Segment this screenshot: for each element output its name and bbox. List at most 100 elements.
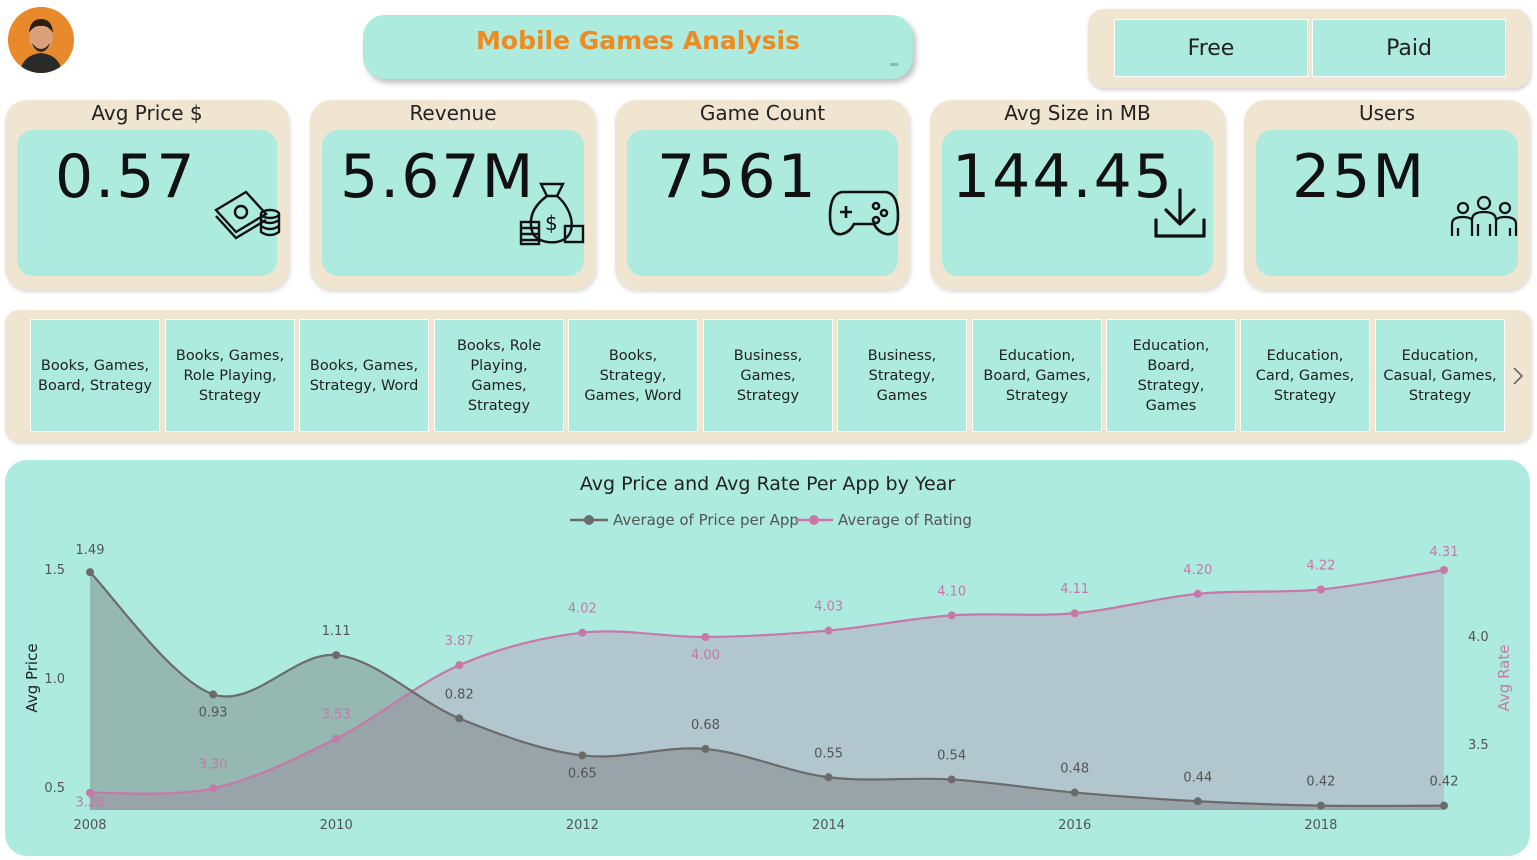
rating-point [332,734,341,743]
kpi-label: Game Count [699,101,826,125]
genre-chip[interactable]: Education, Card, Games, Strategy [1240,319,1370,432]
rating-point [86,788,94,797]
x-tick-label: 2010 [320,818,353,833]
genre-slicer: Books, Games, Board, Strategy Books, Gam… [5,310,1531,442]
y2-tick-label: 4.0 [1468,630,1489,645]
price-point [455,714,464,723]
kpi-value: 7561 [657,142,818,212]
genre-chip[interactable]: Education, Board, Games, Strategy [972,319,1102,432]
genre-chip[interactable]: Books, Strategy, Games, Word [568,319,698,432]
legend-rating-label: Average of Rating [838,511,972,529]
kpi-inner [17,130,277,276]
y2-tick-label: 3.5 [1468,738,1489,753]
rating-point [455,661,464,670]
price-data-label: 0.42 [1430,775,1459,790]
rating-point [701,633,710,642]
genre-chip[interactable]: Books, Games, Board, Strategy [30,319,160,432]
y2-axis-title: Avg Rate [1495,645,1513,712]
user-avatar [8,7,74,73]
x-tick-label: 2008 [73,818,106,833]
price-point [701,744,710,753]
price-data-label: 0.54 [937,748,966,763]
legend-price-marker [584,515,594,525]
rating-point [1193,589,1202,598]
price-data-label: 0.55 [814,746,843,761]
price-point [1193,797,1202,806]
price-data-label: 0.82 [445,687,474,702]
rating-area [90,570,1444,810]
genre-chip[interactable]: Business, Games, Strategy [703,319,833,432]
avatar-icon [8,7,74,73]
y-tick-label: 0.5 [44,781,65,796]
price-point [578,751,587,760]
money-bag-icon: $ [519,182,585,246]
rating-line [89,568,1445,795]
genre-chip[interactable]: Education, Board, Strategy, Games [1106,319,1236,432]
genre-chip[interactable]: Books, Role Playing, Games, Strategy [434,319,564,432]
x-tick-label: 2016 [1058,818,1091,833]
chart-title: Avg Price and Avg Rate Per App by Year [579,473,956,495]
paid-filter-button[interactable]: Paid [1312,19,1506,77]
price-data-label: 0.93 [199,705,228,720]
y-tick-label: 1.0 [44,672,65,687]
price-data-label: 1.11 [322,624,351,639]
rating-data-label: 4.10 [937,584,966,599]
kpi-label: Revenue [409,101,497,125]
price-data-label: 0.44 [1183,770,1212,785]
kpi-label: Avg Size in MB [1004,101,1151,125]
kpi-users: Users 25M [1244,100,1530,290]
rating-data-label: 4.31 [1430,545,1459,560]
rating-data-label: 3.87 [445,634,474,649]
kpi-avg-price: Avg Price $ 0.57 [5,100,289,290]
kpi-inner [1256,130,1518,276]
price-area [90,572,1444,810]
price-data-label: 0.42 [1306,775,1335,790]
rating-point [947,611,956,620]
kpi-game-count: Game Count 7561 [615,100,910,290]
y-tick-label: 1.5 [44,563,65,578]
genre-chip[interactable]: Books, Games, Strategy, Word [299,319,429,432]
x-tick-label: 2012 [566,818,599,833]
price-data-label: 1.49 [76,543,105,558]
price-point [209,690,218,699]
genre-chip[interactable]: Books, Games, Role Playing, Strategy [165,319,295,432]
genre-chip[interactable]: Education, Casual, Games, Strategy [1375,319,1505,432]
kpi-revenue: Revenue 5.67M $ [310,100,596,290]
rating-data-label: 3.53 [322,708,351,723]
free-filter-button[interactable]: Free [1114,19,1308,77]
kpi-value: 5.67M [340,142,536,212]
price-point [1316,801,1325,810]
rating-data-label: 4.22 [1306,558,1335,573]
rating-point [1316,585,1325,594]
kpi-avg-size: Avg Size in MB 144.45 [930,100,1225,290]
kpi-label: Avg Price $ [91,101,203,125]
download-icon [1154,188,1206,238]
price-point [1070,788,1079,797]
chart-svg: 1.49 0.93 1.11 0.82 0.65 0.68 0.55 0.54 0.48 0.44… [23,511,1513,833]
y-axis-title: Avg Price [23,643,41,712]
rating-point [209,784,218,793]
page-title: Mobile Games Analysis [476,25,800,55]
legend-price-label: Average of Price per App [613,511,799,529]
chevron-right-icon[interactable] [1511,366,1525,386]
rating-data-label: 4.00 [691,648,720,663]
price-rating-chart-card: Avg Price and Avg Rate Per App by Year 1… [5,460,1530,856]
kpi-value: 0.57 [55,142,197,212]
price-data-label: 0.65 [568,766,597,781]
x-tick-label: 2018 [1304,818,1337,833]
price-point [824,773,833,782]
genre-chip[interactable]: Business, Strategy, Games [837,319,967,432]
price-type-slicer: Free Paid [1088,9,1530,88]
title-decoration [890,63,898,66]
rating-data-label: 4.03 [814,600,843,615]
rating-point [824,626,833,635]
users-icon [1450,195,1518,236]
rating-point [578,628,587,637]
rating-data-label: 4.20 [1183,563,1212,578]
svg-text:$: $ [545,211,558,235]
kpi-value: 144.45 [952,142,1174,212]
price-point [86,568,94,577]
kpi-inner [627,130,898,276]
money-stack-icon [214,190,281,240]
rating-point [1070,609,1079,618]
